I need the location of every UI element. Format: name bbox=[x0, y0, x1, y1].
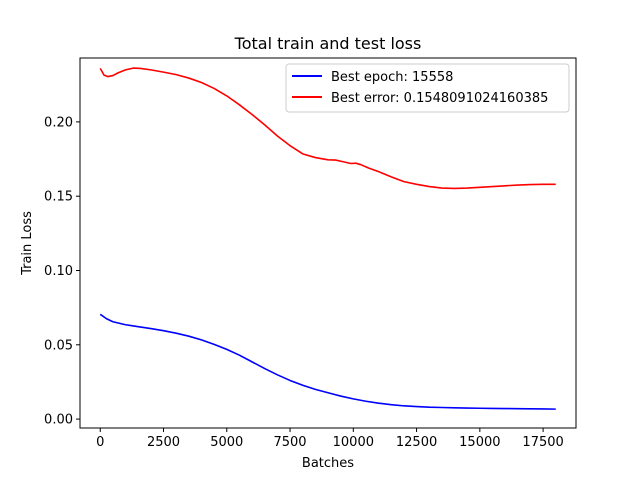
y-tick-label: 0.10 bbox=[44, 264, 73, 279]
legend-label-0: Best epoch: 15558 bbox=[331, 70, 453, 85]
x-tick-label: 0 bbox=[96, 435, 104, 450]
legend-box bbox=[285, 63, 570, 113]
y-axis-label: Train Loss bbox=[20, 211, 35, 276]
x-tick-label: 5000 bbox=[210, 435, 243, 450]
plot-lines bbox=[99, 67, 556, 410]
series-line-0 bbox=[99, 313, 556, 410]
y-tick-label: 0.15 bbox=[44, 190, 73, 205]
x-axis-ticks: 0 2500 5000 7500 10000 12500 15000 17500 bbox=[96, 428, 564, 450]
y-tick-label: 0.20 bbox=[44, 115, 73, 130]
chart-title: Total train and test loss bbox=[234, 34, 422, 53]
legend-label-1: Best error: 0.1548091024160385 bbox=[331, 91, 548, 106]
series-line-1 bbox=[99, 67, 556, 190]
plot-frame bbox=[79, 57, 577, 429]
legend: Best epoch: 15558 Best error: 0.15480910… bbox=[285, 63, 570, 113]
x-tick-label: 12500 bbox=[396, 435, 437, 450]
x-tick-label: 15000 bbox=[459, 435, 500, 450]
x-tick-label: 7500 bbox=[273, 435, 306, 450]
y-tick-label: 0.05 bbox=[44, 338, 73, 353]
x-tick-label: 10000 bbox=[333, 435, 374, 450]
x-tick-label: 17500 bbox=[522, 435, 563, 450]
x-tick-label: 2500 bbox=[147, 435, 180, 450]
x-axis-label: Batches bbox=[302, 456, 354, 471]
y-tick-label: 0.00 bbox=[44, 413, 73, 428]
y-axis-ticks: 0.00 0.05 0.10 0.15 0.20 bbox=[44, 115, 80, 428]
